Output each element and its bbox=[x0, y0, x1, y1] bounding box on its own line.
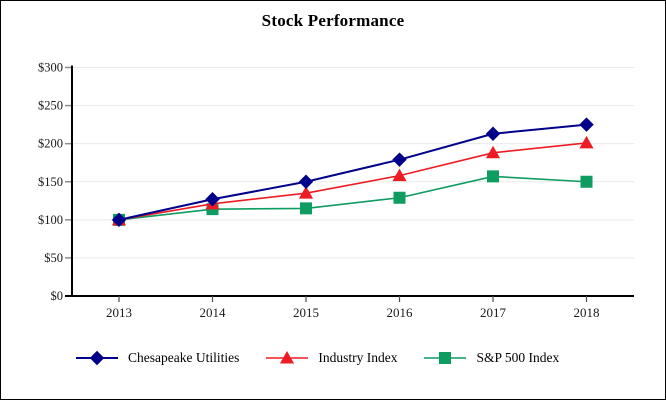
stock-performance-chart: $0 $50 $100 $150 $200 $250 $300 2013 2014 2015 201… bbox=[38, 61, 634, 320]
x-tick-label: 2016 bbox=[387, 305, 414, 320]
data-point-marker bbox=[392, 152, 407, 167]
y-tick-label: $0 bbox=[51, 289, 64, 303]
data-point-marker bbox=[580, 175, 593, 188]
x-tick-label: 2015 bbox=[293, 305, 319, 320]
data-point-marker bbox=[393, 191, 406, 204]
legend-label-chesapeake-utilities: Chesapeake Utilities bbox=[128, 350, 240, 365]
data-point-marker bbox=[485, 145, 501, 159]
data-point-marker bbox=[392, 168, 407, 182]
legend-item-sp500-index: S&P 500 Index bbox=[423, 350, 559, 366]
series-line bbox=[118, 123, 587, 221]
data-point-marker bbox=[298, 186, 314, 199]
x-tick-label: 2018 bbox=[574, 305, 600, 320]
data-point-marker bbox=[579, 117, 594, 132]
legend-marker bbox=[280, 350, 295, 364]
sp500-index-line-marker-icon bbox=[424, 352, 467, 364]
y-tick-label: $200 bbox=[38, 137, 63, 151]
y-tick-label: $250 bbox=[38, 99, 63, 113]
x-tick-label: 2013 bbox=[106, 305, 132, 320]
y-tick-label: $50 bbox=[44, 251, 63, 265]
y-tick-label: $300 bbox=[38, 61, 63, 75]
legend-item-industry-index: Industry Index bbox=[265, 350, 397, 366]
x-tick-label: 2017 bbox=[480, 305, 507, 320]
data-point-marker bbox=[111, 212, 127, 228]
legend-label-sp500-index: S&P 500 Index bbox=[476, 350, 560, 365]
data-point-marker bbox=[487, 170, 499, 183]
chesapeake-utilities-line-marker-icon bbox=[76, 350, 118, 366]
series-line bbox=[118, 175, 587, 221]
x-tick-label: 2014 bbox=[200, 305, 227, 320]
data-point-marker bbox=[485, 126, 501, 141]
legend-label-industry-index: Industry Index bbox=[318, 350, 398, 365]
industry-index-line-marker-icon bbox=[266, 350, 309, 364]
y-tick-label: $150 bbox=[38, 175, 63, 189]
legend-item-chesapeake-utilities: Chesapeake Utilities bbox=[75, 350, 239, 366]
data-point-marker bbox=[579, 135, 594, 149]
series-line bbox=[118, 142, 587, 221]
data-point-marker bbox=[300, 202, 312, 215]
data-point-marker bbox=[205, 192, 220, 207]
y-tick-label: $100 bbox=[38, 213, 63, 227]
legend-marker bbox=[439, 352, 452, 364]
data-point-marker bbox=[298, 174, 314, 189]
chart-title: Stock Performance bbox=[261, 11, 405, 30]
legend-marker bbox=[89, 350, 105, 366]
legend: Chesapeake Utilities Industry Index S&P … bbox=[75, 350, 559, 366]
